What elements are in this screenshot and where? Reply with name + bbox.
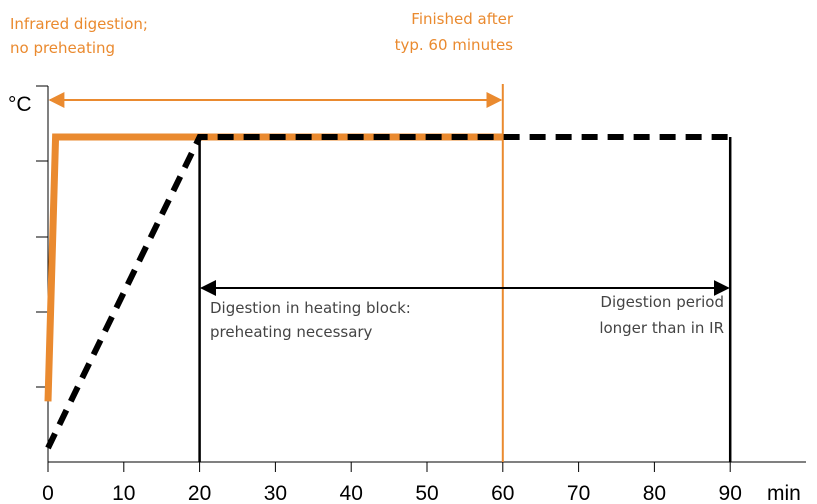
annotation-longer-line2: longer than in IR — [599, 319, 724, 337]
x-tick-label: 40 — [340, 482, 363, 504]
x-tick-label: 30 — [264, 482, 287, 504]
marker-lines — [198, 84, 732, 462]
annotation-infrared-line2: no preheating — [10, 39, 115, 57]
x-tick-label: 10 — [112, 482, 135, 504]
x-ticks: 0 10 20 30 40 50 60 70 80 90 — [42, 462, 742, 504]
x-tick-label: 80 — [643, 482, 666, 504]
annotation-block-line2: preheating necessary — [210, 323, 373, 341]
x-tick-label: 70 — [567, 482, 590, 504]
y-ticks — [36, 85, 48, 388]
annotation-infrared-line1: Infrared digestion; — [10, 15, 148, 33]
annotation-block-line1: Digestion in heating block: — [210, 299, 411, 317]
x-tick-label: 90 — [719, 482, 742, 504]
x-tick-label: 60 — [491, 482, 514, 504]
series-lines — [44, 133, 731, 450]
annotation-longer-line1: Digestion period — [600, 293, 724, 311]
series-line-heating_block — [45, 134, 731, 450]
y-axis-unit-label: °C — [8, 93, 32, 116]
x-tick-label: 20 — [188, 482, 211, 504]
x-tick-label: 50 — [415, 482, 438, 504]
x-tick-label: 0 — [42, 482, 54, 504]
annotation-finished-line1: Finished after — [411, 10, 514, 28]
series-line-infrared — [44, 133, 503, 402]
annotation-finished-line2: typ. 60 minutes — [395, 36, 514, 54]
span-arrows — [48, 92, 730, 296]
x-axis-unit-label: min — [767, 482, 801, 504]
